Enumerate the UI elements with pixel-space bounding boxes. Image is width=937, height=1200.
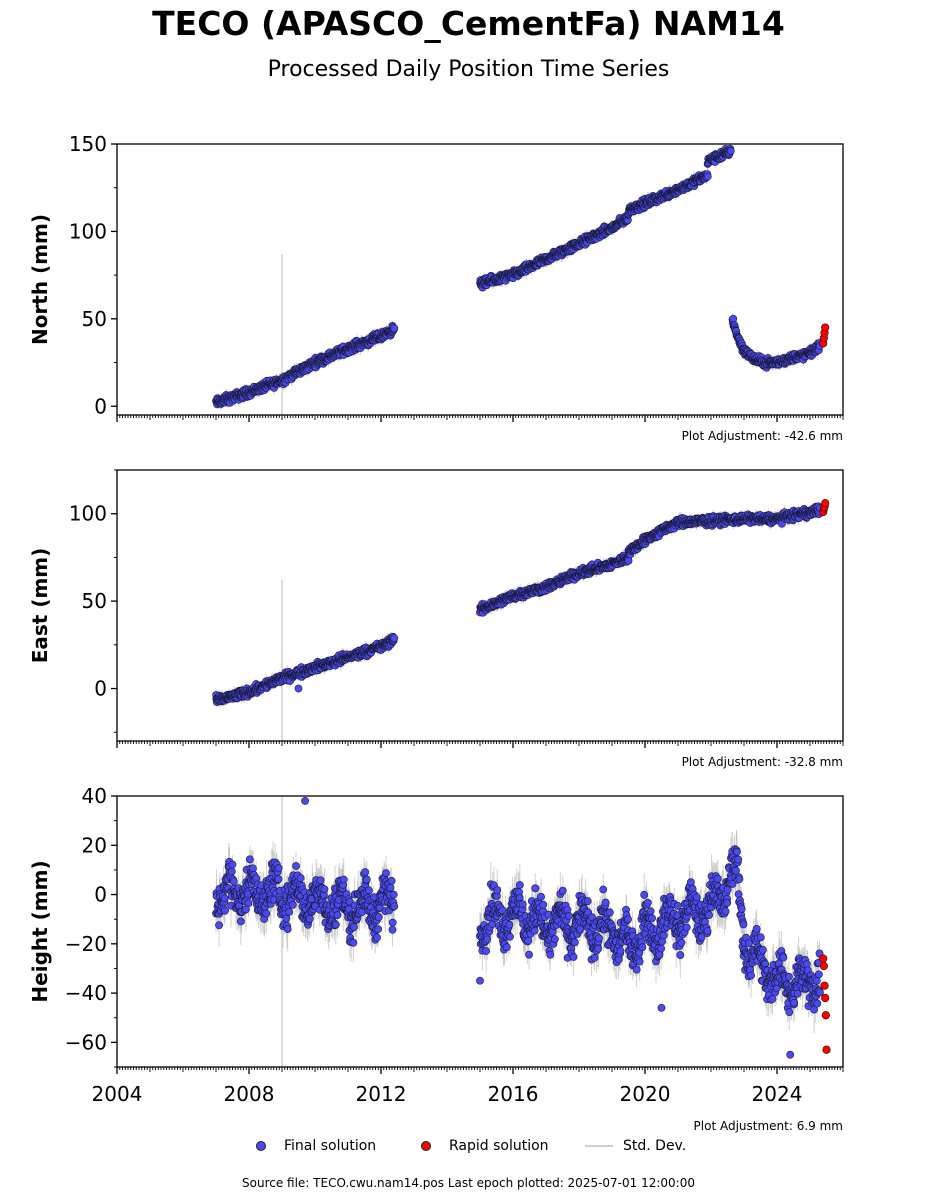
plot-adjustment-note: Plot Adjustment: -42.6 mm xyxy=(682,429,843,443)
chart-title: TECO (APASCO_CementFa) NAM14 xyxy=(152,4,785,43)
final-solution-point xyxy=(390,324,399,333)
panel-data xyxy=(212,499,830,741)
panel-1: 0 50 100 150 North (mm) Plot Adjustment: -42.… xyxy=(28,132,844,443)
y-axis-label: North (mm) xyxy=(28,214,52,345)
final-solution-point xyxy=(703,172,712,181)
y-tick-label: 0 xyxy=(94,394,107,418)
panel-data xyxy=(212,144,830,415)
y-tick-label: 150 xyxy=(69,132,107,156)
y-tick-label: 50 xyxy=(82,307,107,331)
final-solution-point xyxy=(726,147,735,155)
final-solution-point xyxy=(729,314,738,323)
y-tick-label: 100 xyxy=(69,219,107,243)
rapid-solution-point xyxy=(821,323,830,332)
chart-subtitle: Processed Daily Position Time Series xyxy=(267,57,670,82)
